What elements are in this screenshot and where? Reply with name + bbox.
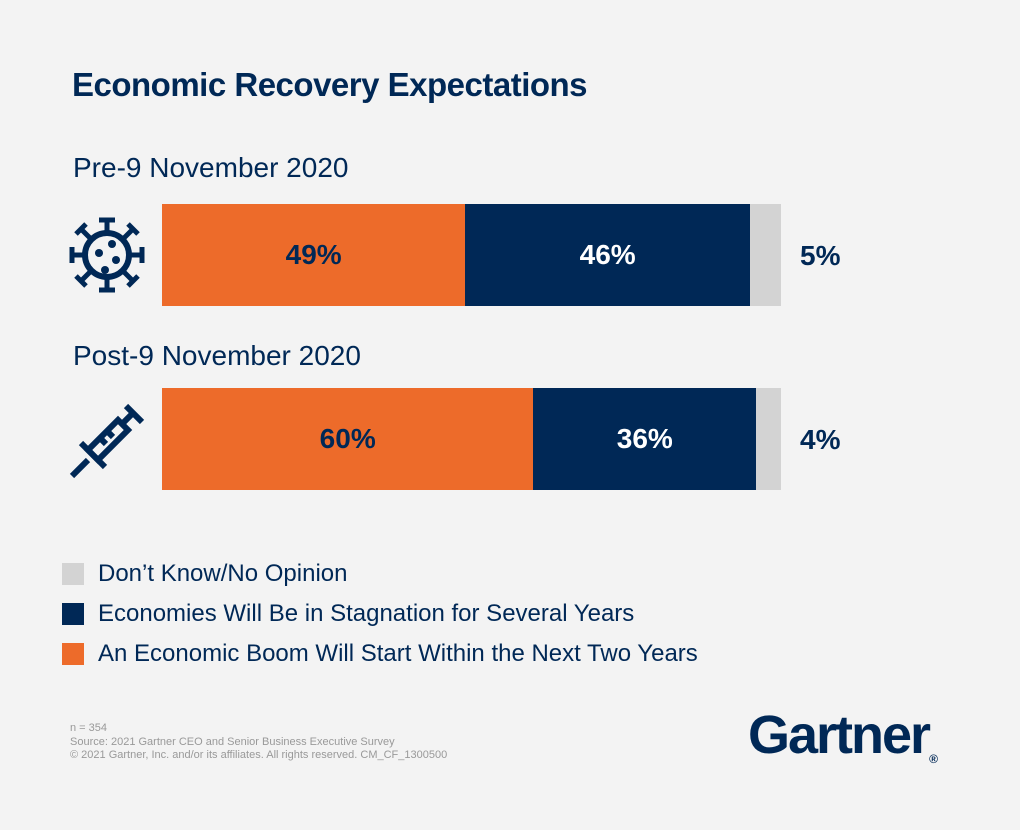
bar-segment-dont-know-post (756, 388, 781, 490)
legend-swatch (62, 563, 84, 585)
legend-label: Don’t Know/No Opinion (98, 560, 348, 587)
copyright-note: © 2021 Gartner, Inc. and/or its affiliat… (70, 749, 448, 761)
legend-item-stagnation: Economies Will Be in Stagnation for Seve… (62, 594, 698, 634)
category-label-pre: Pre-9 November 2020 (73, 152, 349, 183)
data-label-dont-know-post: 4% (800, 424, 841, 455)
legend-item-boom: An Economic Boom Will Start Within the N… (62, 634, 698, 674)
legend-item-dont-know: Don’t Know/No Opinion (62, 554, 698, 594)
bar-segment-stagnation-pre: 46% (465, 204, 751, 306)
legend-label: Economies Will Be in Stagnation for Seve… (98, 600, 635, 627)
sample-size: n = 354 (70, 722, 108, 734)
bar-segment-boom-pre: 49% (162, 204, 466, 306)
syringe-icon (69, 403, 145, 479)
footer: n = 354 Source: 2021 Gartner CEO and Sen… (70, 722, 447, 763)
legend: Don’t Know/No Opinion Economies Will Be … (62, 554, 698, 674)
bar-pre: 49% 46% (162, 204, 781, 306)
bar-segment-dont-know-pre (750, 204, 781, 306)
legend-swatch (62, 603, 84, 625)
bar-segment-stagnation-post: 36% (533, 388, 757, 490)
bar-post: 60% 36% (162, 388, 781, 490)
category-label-post: Post-9 November 2020 (73, 340, 361, 371)
bar-segment-boom-post: 60% (162, 388, 534, 490)
data-label-dont-know-pre: 5% (800, 240, 841, 271)
legend-swatch (62, 643, 84, 665)
gartner-logo: Gartner® (748, 705, 938, 766)
source-note: Source: 2021 Gartner CEO and Senior Busi… (70, 735, 395, 748)
chart-title: Economic Recovery Expectations (72, 66, 588, 103)
legend-label: An Economic Boom Will Start Within the N… (98, 640, 698, 667)
virus-icon (69, 217, 145, 293)
